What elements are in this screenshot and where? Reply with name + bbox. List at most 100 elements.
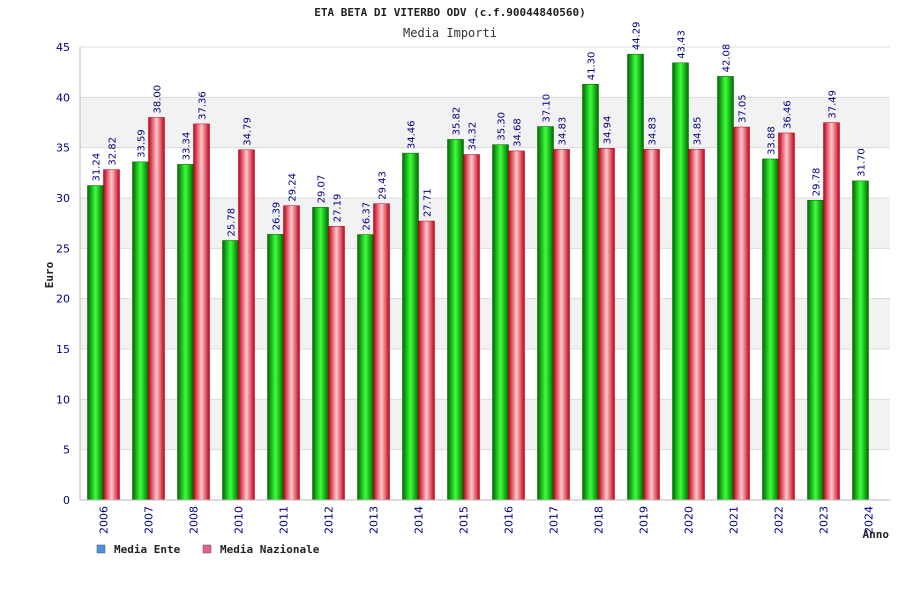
value-label: 33.34 xyxy=(182,132,193,161)
bar-media-ente-2014 xyxy=(402,152,419,501)
bar-media-ente-2016 xyxy=(492,144,509,501)
bar-media-ente-2007 xyxy=(132,161,149,501)
bar-media-nazionale-2018 xyxy=(598,148,615,501)
value-label: 34.79 xyxy=(243,117,254,146)
value-label: 37.10 xyxy=(542,94,553,123)
x-tick-label: 2014 xyxy=(413,506,426,534)
bar-media-nazionale-2019 xyxy=(643,149,660,501)
bar-media-ente-2021 xyxy=(717,76,734,501)
y-tick-label: 35 xyxy=(56,142,70,155)
value-label: 31.24 xyxy=(92,153,103,182)
value-label: 42.08 xyxy=(722,44,733,73)
value-label: 27.71 xyxy=(423,188,434,217)
value-label: 44.29 xyxy=(632,22,643,51)
x-tick-label: 2017 xyxy=(548,506,561,534)
x-tick-label: 2024 xyxy=(863,506,876,534)
value-label: 26.39 xyxy=(272,202,283,231)
x-tick-label: 2019 xyxy=(638,506,651,534)
value-label: 37.36 xyxy=(198,91,209,120)
bar-media-nazionale-2012 xyxy=(328,226,345,501)
bar-media-ente-2024 xyxy=(852,180,869,501)
x-tick-label: 2022 xyxy=(773,506,786,534)
plot-band xyxy=(80,147,890,198)
value-label: 27.19 xyxy=(333,194,344,223)
chart-title: ETA BETA DI VITERBO ODV (c.f.90044840560… xyxy=(314,6,586,19)
y-tick-label: 15 xyxy=(56,343,70,356)
chart-subtitle: Media Importi xyxy=(403,26,497,40)
bar-media-nazionale-2015 xyxy=(463,154,480,501)
y-axis-ticks: 0 5 10 15 20 25 30 35 40 45 xyxy=(56,41,70,507)
bar-media-ente-2006 xyxy=(87,185,104,501)
x-tick-label: 2018 xyxy=(593,506,606,534)
x-tick-label: 2015 xyxy=(458,506,471,534)
plot-background xyxy=(80,47,890,500)
bars xyxy=(87,53,869,501)
value-label: 41.30 xyxy=(587,52,598,81)
plot-band xyxy=(80,449,890,500)
bar-media-nazionale-2014 xyxy=(418,220,435,501)
x-tick-label: 2011 xyxy=(278,506,291,534)
y-tick-label: 25 xyxy=(56,242,70,255)
value-label: 31.70 xyxy=(857,148,868,177)
bar-media-ente-2017 xyxy=(537,126,554,501)
value-label: 38.00 xyxy=(153,85,164,114)
legend: Media Ente Media Nazionale xyxy=(96,543,320,556)
plot-band xyxy=(80,47,890,98)
gridlines xyxy=(80,46,890,501)
bar-media-nazionale-2006 xyxy=(103,169,120,501)
legend-label: Media Nazionale xyxy=(220,543,320,556)
plot-band xyxy=(80,298,890,349)
bar-media-nazionale-2023 xyxy=(823,122,840,501)
y-tick-label: 0 xyxy=(63,494,70,507)
value-label: 34.83 xyxy=(558,117,569,146)
x-tick-label: 2023 xyxy=(818,506,831,534)
x-tick-label: 2007 xyxy=(143,506,156,534)
value-label: 37.05 xyxy=(738,94,749,123)
plot-band xyxy=(80,248,890,299)
value-label: 35.30 xyxy=(497,112,508,141)
y-tick-label: 45 xyxy=(56,41,70,54)
bar-media-nazionale-2016 xyxy=(508,150,525,501)
plot-band xyxy=(80,198,890,249)
value-label: 32.82 xyxy=(108,137,119,166)
y-tick-label: 40 xyxy=(56,91,70,104)
legend-label: Media Ente xyxy=(114,543,181,556)
value-label: 33.88 xyxy=(767,126,778,155)
value-label: 37.49 xyxy=(828,90,839,119)
value-label: 34.83 xyxy=(648,117,659,146)
value-label: 29.43 xyxy=(378,171,389,200)
bar-media-ente-2018 xyxy=(582,83,599,501)
value-label: 33.59 xyxy=(137,129,148,158)
x-axis-title: Anno xyxy=(863,528,890,541)
y-tick-label: 30 xyxy=(56,192,70,205)
bar-media-ente-2020 xyxy=(672,62,689,501)
y-tick-label: 5 xyxy=(63,444,70,457)
value-label: 34.46 xyxy=(407,120,418,149)
x-tick-label: 2008 xyxy=(188,506,201,534)
bar-media-nazionale-2013 xyxy=(373,203,390,501)
value-label: 34.68 xyxy=(513,118,524,147)
value-label: 35.82 xyxy=(452,107,463,136)
bar-media-nazionale-2011 xyxy=(283,205,300,501)
bar-media-nazionale-2022 xyxy=(778,132,795,501)
bar-media-nazionale-2017 xyxy=(553,149,570,501)
value-label: 29.78 xyxy=(812,168,823,197)
x-tick-label: 2016 xyxy=(503,506,516,534)
plot-band xyxy=(80,349,890,400)
value-label: 43.43 xyxy=(677,30,688,59)
plot-band xyxy=(80,399,890,450)
x-axis-ticks: 2006 2007 2008 2010 2011 2012 2013 2014 2015 2016… xyxy=(98,506,876,534)
bar-media-ente-2023 xyxy=(807,199,824,501)
y-axis-title: Euro xyxy=(43,261,56,288)
x-tick-label: 2010 xyxy=(233,506,246,534)
x-tick-label: 2020 xyxy=(683,506,696,534)
y-tick-label: 10 xyxy=(56,393,70,406)
bar-media-nazionale-2020 xyxy=(688,148,705,501)
bar-media-ente-2013 xyxy=(357,234,374,501)
bar-media-nazionale-2021 xyxy=(733,126,750,501)
value-label: 36.46 xyxy=(783,100,794,129)
value-label: 34.94 xyxy=(603,116,614,145)
x-tick-label: 2012 xyxy=(323,506,336,534)
value-label: 29.24 xyxy=(288,173,299,202)
